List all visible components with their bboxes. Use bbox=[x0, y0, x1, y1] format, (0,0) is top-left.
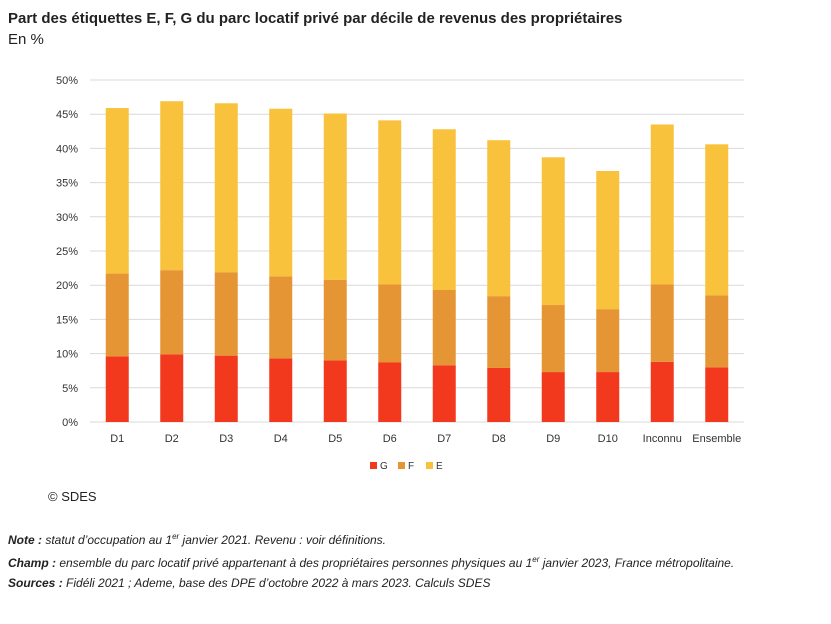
legend-label-E: E bbox=[436, 461, 443, 472]
bar-E-D3 bbox=[214, 103, 238, 273]
champ-line: Champ : ensemble du parc locatif privé a… bbox=[8, 555, 735, 570]
bar-G-D4 bbox=[269, 358, 293, 422]
y-axis-ticks: 0% 5% 10% 15% 20% 25% 30% 35% 40% 45% 50% bbox=[56, 75, 78, 429]
legend-label-G: G bbox=[380, 461, 388, 472]
bar-E-D2 bbox=[160, 101, 184, 271]
bar-G-D7 bbox=[432, 365, 456, 422]
legend-swatch-F bbox=[398, 462, 405, 469]
bar-F-D1 bbox=[105, 273, 129, 357]
bar-F-D2 bbox=[160, 270, 184, 355]
note-line: Note : statut d’occupation au 1er janvie… bbox=[8, 532, 387, 547]
copyright: © SDES bbox=[48, 489, 97, 504]
bar-G-D1 bbox=[105, 356, 129, 422]
x-tick-label: D9 bbox=[546, 433, 560, 445]
gridlines bbox=[90, 79, 744, 423]
chart-title: Part des étiquettes E, F, G du parc loca… bbox=[8, 10, 623, 27]
x-tick-label: D4 bbox=[274, 433, 288, 445]
bar-E-D4 bbox=[269, 108, 293, 277]
y-tick-label: 15% bbox=[56, 314, 78, 326]
stacked-bar-chart: 0% 5% 10% 15% 20% 25% 30% 35% 40% 45% 50% D1 D2 D3 D4… bbox=[56, 75, 744, 472]
x-tick-label: D1 bbox=[110, 433, 124, 445]
bar-G-D2 bbox=[160, 354, 184, 422]
bar-F-D8 bbox=[487, 296, 511, 368]
y-tick-label: 50% bbox=[56, 75, 78, 87]
sources-line: Sources : Fidéli 2021 ; Ademe, base des … bbox=[8, 576, 491, 590]
x-tick-label: Ensemble bbox=[692, 433, 741, 445]
y-tick-label: 35% bbox=[56, 178, 78, 190]
y-tick-label: 20% bbox=[56, 280, 78, 292]
y-tick-label: 25% bbox=[56, 246, 78, 258]
bar-G-D10 bbox=[596, 372, 620, 422]
y-tick-label: 45% bbox=[56, 109, 78, 121]
y-tick-label: 5% bbox=[62, 383, 78, 395]
bar-G-D3 bbox=[214, 355, 238, 422]
y-tick-label: 0% bbox=[62, 417, 78, 429]
legend-swatch-G bbox=[370, 462, 377, 469]
bar-F-Ensemble bbox=[705, 295, 729, 368]
bar-E-D7 bbox=[432, 129, 456, 290]
notes: Note : statut d’occupation au 1er janvie… bbox=[8, 527, 734, 593]
y-tick-label: 30% bbox=[56, 212, 78, 224]
bar-F-Inconnu bbox=[650, 284, 674, 362]
bar-G-D8 bbox=[487, 367, 511, 422]
legend-label-F: F bbox=[408, 461, 414, 472]
x-tick-label: Inconnu bbox=[643, 433, 682, 445]
x-tick-label: D10 bbox=[598, 433, 618, 445]
legend-swatch-E bbox=[426, 462, 433, 469]
x-tick-label: D6 bbox=[383, 433, 397, 445]
bar-E-D10 bbox=[596, 170, 620, 310]
x-tick-label: D7 bbox=[437, 433, 451, 445]
y-tick-label: 10% bbox=[56, 349, 78, 361]
x-tick-label: D3 bbox=[219, 433, 233, 445]
bar-G-D6 bbox=[378, 362, 402, 422]
bar-E-D1 bbox=[105, 108, 129, 274]
x-tick-label: D5 bbox=[328, 433, 342, 445]
chart-subtitle: En % bbox=[8, 31, 44, 48]
x-tick-label: D8 bbox=[492, 433, 506, 445]
bar-F-D6 bbox=[378, 284, 402, 363]
bars bbox=[105, 101, 729, 422]
bar-F-D7 bbox=[432, 289, 456, 366]
bar-F-D4 bbox=[269, 276, 293, 359]
bar-G-D9 bbox=[541, 372, 565, 422]
bar-F-D3 bbox=[214, 272, 238, 356]
x-tick-label: D2 bbox=[165, 433, 179, 445]
bar-F-D5 bbox=[323, 279, 347, 361]
bar-E-D9 bbox=[541, 157, 565, 306]
y-tick-label: 40% bbox=[56, 143, 78, 155]
bar-G-D5 bbox=[323, 360, 347, 422]
bar-E-D6 bbox=[378, 120, 402, 285]
bar-G-Ensemble bbox=[705, 367, 729, 422]
bar-F-D9 bbox=[541, 305, 565, 373]
x-axis-ticks: D1 D2 D3 D4 D5 D6 D7 D8 D9 D10 Inconnu Ensemble bbox=[110, 433, 741, 445]
bar-E-Ensemble bbox=[705, 144, 729, 296]
bar-E-D5 bbox=[323, 113, 347, 280]
bar-E-Inconnu bbox=[650, 124, 674, 285]
bar-G-Inconnu bbox=[650, 361, 674, 422]
bar-F-D10 bbox=[596, 309, 620, 373]
bar-E-D8 bbox=[487, 140, 511, 297]
